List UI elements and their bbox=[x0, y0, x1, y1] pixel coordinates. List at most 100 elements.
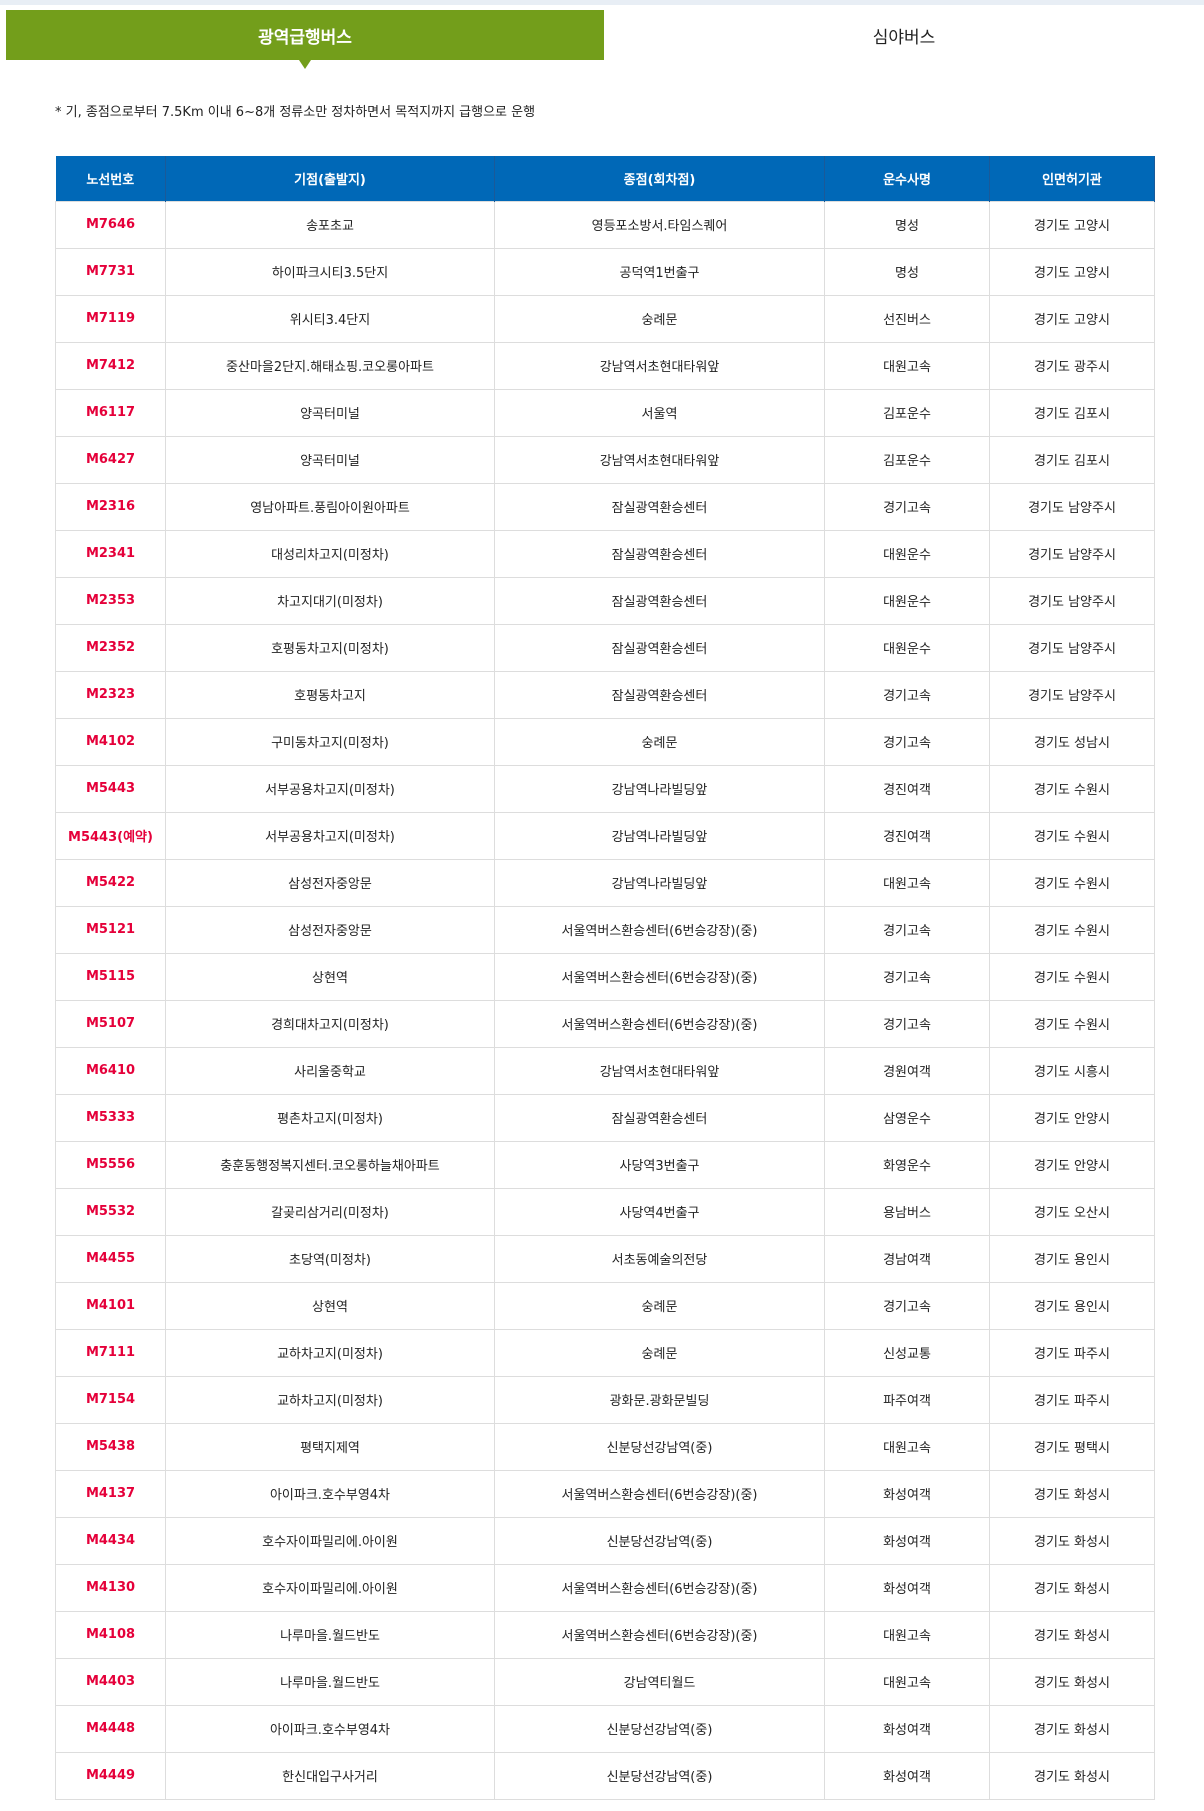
bus-type-tabs: 광역급행버스 심야버스 bbox=[6, 10, 1204, 69]
header-licensing-authority: 인면허기관 bbox=[989, 156, 1155, 201]
terminus-cell: 영등포소방서.타임스퀘어 bbox=[494, 200, 825, 249]
route-number-cell: M5532 bbox=[55, 1187, 166, 1236]
terminus-cell: 숭례문 bbox=[494, 1328, 825, 1377]
licensing-authority-cell: 경기도 오산시 bbox=[989, 1187, 1155, 1236]
route-number-cell: M5115 bbox=[55, 952, 166, 1001]
operator-cell: 김포운수 bbox=[824, 435, 990, 484]
origin-cell: 경희대차고지(미정차) bbox=[165, 999, 495, 1048]
terminus-cell: 서울역버스환승센터(6번승강장)(중) bbox=[494, 1610, 825, 1659]
origin-cell: 충훈동행정복지센터.코오롱하늘채아파트 bbox=[165, 1140, 495, 1189]
table-row: M5333 평촌차고지(미정차) 잠실광역환승센터 삼영운수 경기도 안양시 bbox=[55, 1093, 1155, 1142]
licensing-authority-cell: 경기도 용인시 bbox=[989, 1234, 1155, 1283]
table-row: M7111 교하차고지(미정차) 숭례문 신성교통 경기도 파주시 bbox=[55, 1328, 1155, 1377]
header-operator: 운수사명 bbox=[824, 156, 990, 201]
origin-cell: 나루마을.월드반도 bbox=[165, 1610, 495, 1659]
licensing-authority-cell: 경기도 고양시 bbox=[989, 294, 1155, 343]
terminus-cell: 서울역버스환승센터(6번승강장)(중) bbox=[494, 905, 825, 954]
terminus-cell: 서울역버스환승센터(6번승강장)(중) bbox=[494, 1469, 825, 1518]
licensing-authority-cell: 경기도 남양주시 bbox=[989, 623, 1155, 672]
table-row: M7412 중산마을2단지.해태쇼핑.코오롱아파트 강남역서초현대타워앞 대원고속 경기… bbox=[55, 341, 1155, 390]
terminus-cell: 잠실광역환승센터 bbox=[494, 576, 825, 625]
route-number-cell: M4434 bbox=[55, 1516, 166, 1565]
route-number-cell: M5121 bbox=[55, 905, 166, 954]
operator-cell: 경기고속 bbox=[824, 905, 990, 954]
terminus-cell: 사당역3번출구 bbox=[494, 1140, 825, 1189]
route-number-cell: M2353 bbox=[55, 576, 166, 625]
terminus-cell: 신분당선강남역(중) bbox=[494, 1751, 825, 1800]
table-row: M6117 양곡터미널 서울역 김포운수 경기도 김포시 bbox=[55, 388, 1155, 437]
origin-cell: 호평동차고지 bbox=[165, 670, 495, 719]
route-number-cell: M5333 bbox=[55, 1093, 166, 1142]
origin-cell: 서부공용차고지(미정차) bbox=[165, 764, 495, 813]
route-number-cell: M4403 bbox=[55, 1657, 166, 1706]
header-route-number: 노선번호 bbox=[55, 156, 166, 201]
table-row: M4108 나루마을.월드반도 서울역버스환승센터(6번승강장)(중) 대원고속 경기도… bbox=[55, 1610, 1155, 1659]
origin-cell: 구미동차고지(미정차) bbox=[165, 717, 495, 766]
route-number-cell: M4102 bbox=[55, 717, 166, 766]
terminus-cell: 서초동예술의전당 bbox=[494, 1234, 825, 1283]
licensing-authority-cell: 경기도 파주시 bbox=[989, 1328, 1155, 1377]
table-row: M4102 구미동차고지(미정차) 숭례문 경기고속 경기도 성남시 bbox=[55, 717, 1155, 766]
operator-cell: 삼영운수 bbox=[824, 1093, 990, 1142]
route-number-cell: M7731 bbox=[55, 247, 166, 296]
operator-cell: 화성여객 bbox=[824, 1704, 990, 1753]
route-number-cell: M4455 bbox=[55, 1234, 166, 1283]
route-number-cell: M5438 bbox=[55, 1422, 166, 1471]
route-number-cell: M5422 bbox=[55, 858, 166, 907]
table-row: M7731 하이파크시티3.5단지 공덕역1번출구 명성 경기도 고양시 bbox=[55, 247, 1155, 296]
table-row: M5115 상현역 서울역버스환승센터(6번승강장)(중) 경기고속 경기도 수원시 bbox=[55, 952, 1155, 1001]
operator-cell: 대원고속 bbox=[824, 858, 990, 907]
tab-late-night-bus[interactable]: 심야버스 bbox=[604, 10, 1204, 60]
table-row: M4448 아이파크.호수부영4차 신분당선강남역(중) 화성여객 경기도 화성시 bbox=[55, 1704, 1155, 1753]
operator-cell: 경기고속 bbox=[824, 1281, 990, 1330]
origin-cell: 호평동차고지(미정차) bbox=[165, 623, 495, 672]
origin-cell: 사리울중학교 bbox=[165, 1046, 495, 1095]
terminus-cell: 강남역나라빌딩앞 bbox=[494, 811, 825, 860]
route-number-cell: M6427 bbox=[55, 435, 166, 484]
operator-cell: 대원고속 bbox=[824, 1610, 990, 1659]
operator-cell: 경진여객 bbox=[824, 811, 990, 860]
description-note: * 기, 종점으로부터 7.5Km 이내 6~8개 정류소만 정차하면서 목적지… bbox=[55, 105, 536, 120]
origin-cell: 양곡터미널 bbox=[165, 435, 495, 484]
terminus-cell: 잠실광역환승센터 bbox=[494, 670, 825, 719]
operator-cell: 파주여객 bbox=[824, 1375, 990, 1424]
route-number-cell: M4137 bbox=[55, 1469, 166, 1518]
terminus-cell: 강남역서초현대타워앞 bbox=[494, 1046, 825, 1095]
route-number-cell: M7111 bbox=[55, 1328, 166, 1377]
table-row: M5121 삼성전자중앙문 서울역버스환승센터(6번승강장)(중) 경기고속 경기도 수… bbox=[55, 905, 1155, 954]
route-number-cell: M7119 bbox=[55, 294, 166, 343]
table-row: M7119 위시티3.4단지 숭례문 선진버스 경기도 고양시 bbox=[55, 294, 1155, 343]
table-row: M2352 호평동차고지(미정차) 잠실광역환승센터 대원운수 경기도 남양주시 bbox=[55, 623, 1155, 672]
table-row: M4455 초당역(미정차) 서초동예술의전당 경남여객 경기도 용인시 bbox=[55, 1234, 1155, 1283]
operator-cell: 신성교통 bbox=[824, 1328, 990, 1377]
route-number-cell: M4108 bbox=[55, 1610, 166, 1659]
licensing-authority-cell: 경기도 광주시 bbox=[989, 341, 1155, 390]
terminus-cell: 서울역버스환승센터(6번승강장)(중) bbox=[494, 1563, 825, 1612]
licensing-authority-cell: 경기도 화성시 bbox=[989, 1563, 1155, 1612]
terminus-cell: 잠실광역환승센터 bbox=[494, 623, 825, 672]
tab-metropolitan-express-bus[interactable]: 광역급행버스 bbox=[6, 10, 604, 69]
licensing-authority-cell: 경기도 안양시 bbox=[989, 1093, 1155, 1142]
origin-cell: 삼성전자중앙문 bbox=[165, 905, 495, 954]
terminus-cell: 사당역4번출구 bbox=[494, 1187, 825, 1236]
origin-cell: 하이파크시티3.5단지 bbox=[165, 247, 495, 296]
operator-cell: 경남여객 bbox=[824, 1234, 990, 1283]
origin-cell: 호수자이파밀리에.아이원 bbox=[165, 1516, 495, 1565]
terminus-cell: 강남역서초현대타워앞 bbox=[494, 435, 825, 484]
table-row: M5422 삼성전자중앙문 강남역나라빌딩앞 대원고속 경기도 수원시 bbox=[55, 858, 1155, 907]
header-terminus: 종점(회차점) bbox=[494, 156, 825, 201]
licensing-authority-cell: 경기도 화성시 bbox=[989, 1657, 1155, 1706]
origin-cell: 서부공용차고지(미정차) bbox=[165, 811, 495, 860]
table-row: M2341 대성리차고지(미정차) 잠실광역환승센터 대원운수 경기도 남양주시 bbox=[55, 529, 1155, 578]
licensing-authority-cell: 경기도 수원시 bbox=[989, 905, 1155, 954]
operator-cell: 김포운수 bbox=[824, 388, 990, 437]
route-number-cell: M4130 bbox=[55, 1563, 166, 1612]
licensing-authority-cell: 경기도 화성시 bbox=[989, 1704, 1155, 1753]
route-number-cell: M6117 bbox=[55, 388, 166, 437]
terminus-cell: 잠실광역환승센터 bbox=[494, 529, 825, 578]
route-number-cell: M5556 bbox=[55, 1140, 166, 1189]
table-row: M2353 차고지대기(미정차) 잠실광역환승센터 대원운수 경기도 남양주시 bbox=[55, 576, 1155, 625]
operator-cell: 화영운수 bbox=[824, 1140, 990, 1189]
terminus-cell: 신분당선강남역(중) bbox=[494, 1704, 825, 1753]
table-row: M4137 아이파크.호수부영4차 서울역버스환승센터(6번승강장)(중) 화성여객 경… bbox=[55, 1469, 1155, 1518]
